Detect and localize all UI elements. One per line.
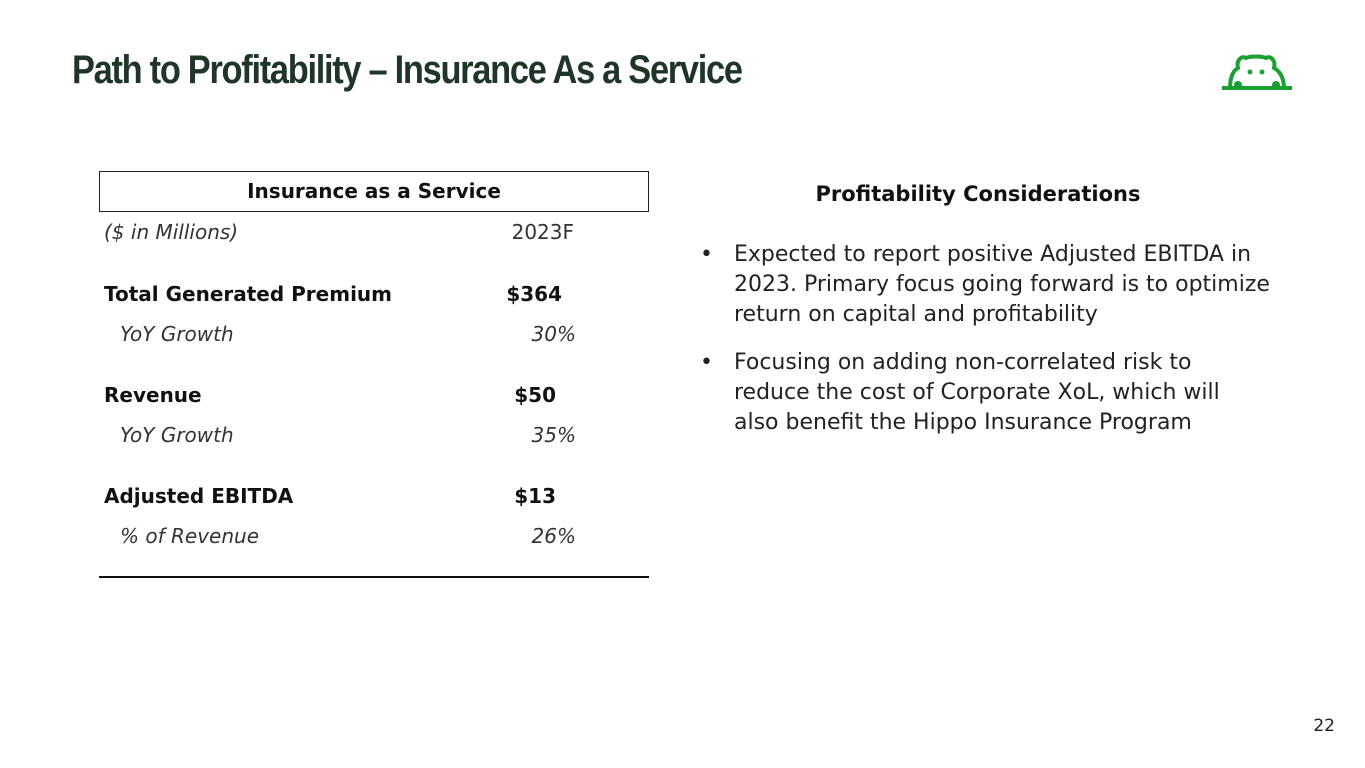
page-title: Path to Profitability – Insurance As a S… <box>72 48 743 92</box>
row-value: $50 <box>514 383 556 407</box>
hippo-logo-icon <box>1222 54 1292 90</box>
bullet-text: Focusing on adding non-correlated risk t… <box>734 350 1220 435</box>
bullet-icon: • <box>700 350 713 375</box>
row-value: 30% <box>531 322 576 346</box>
considerations-list: • Expected to report positive Adjusted EB… <box>700 240 1270 456</box>
row-label: Revenue <box>104 383 202 407</box>
row-label: % of Revenue <box>120 524 259 548</box>
row-label: Adjusted EBITDA <box>104 484 294 508</box>
unit-label-row: ($ in Millions) 2023F <box>104 220 574 244</box>
bullet-text: Expected to report positive Adjusted EBI… <box>734 242 1270 327</box>
bullet-icon: • <box>700 242 713 267</box>
considerations-heading: Profitability Considerations <box>815 182 1141 206</box>
row-label: YoY Growth <box>120 423 234 447</box>
row-label: YoY Growth <box>120 322 234 346</box>
column-header: 2023F <box>511 220 574 244</box>
table-row: Revenue $50 <box>104 383 574 407</box>
table-row: YoY Growth 30% <box>104 322 590 346</box>
unit-label: ($ in Millions) <box>104 220 239 244</box>
table-row: % of Revenue 26% <box>104 524 590 548</box>
table-row: Total Generated Premium $364 <box>104 282 574 306</box>
row-value: $364 <box>506 282 562 306</box>
page-number: 22 <box>1313 716 1335 736</box>
row-value: 26% <box>531 524 576 548</box>
table-bottom-rule <box>99 576 649 578</box>
table-row: YoY Growth 35% <box>104 423 590 447</box>
row-value: $13 <box>514 484 556 508</box>
table-row: Adjusted EBITDA $13 <box>104 484 574 508</box>
list-item: • Expected to report positive Adjusted EB… <box>700 240 1270 330</box>
list-item: • Focusing on adding non-correlated risk … <box>700 348 1270 438</box>
row-label: Total Generated Premium <box>104 282 393 306</box>
table-header: Insurance as a Service <box>99 171 649 212</box>
row-value: 35% <box>531 423 576 447</box>
